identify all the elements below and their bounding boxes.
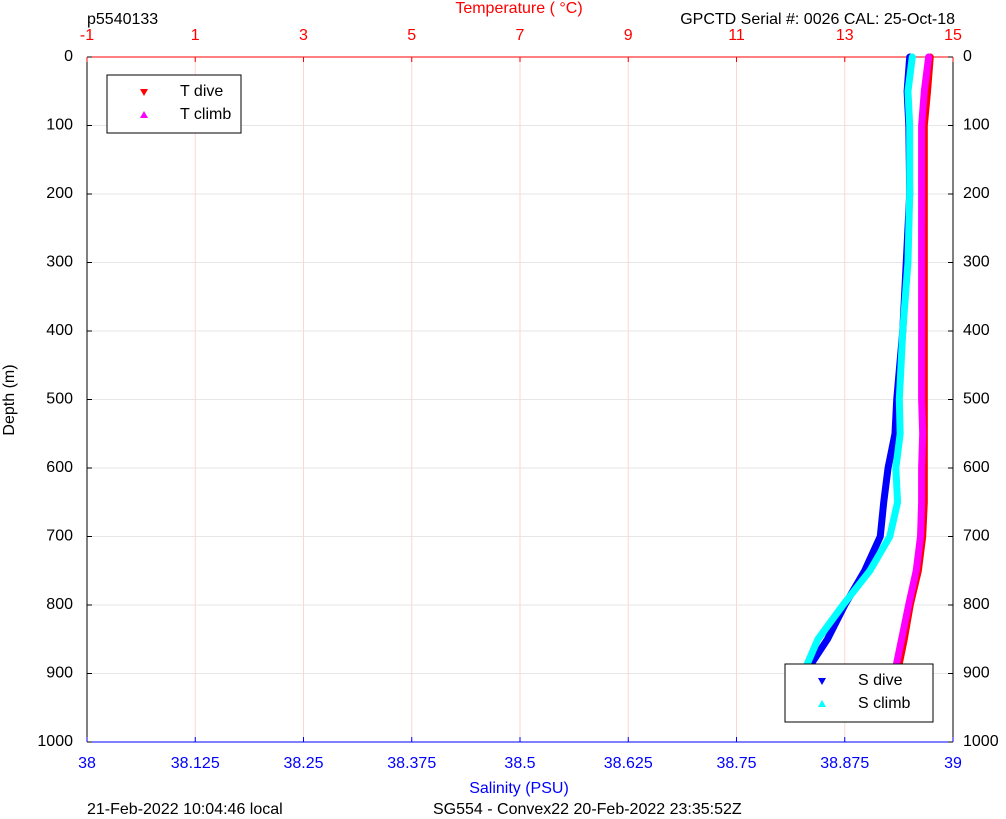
y-tick-label: 1000 <box>37 733 73 750</box>
x-tick-label: 39 <box>944 755 962 772</box>
data-trace <box>885 53 933 712</box>
y-tick-label: 100 <box>963 117 990 134</box>
legend-label: T dive <box>180 83 223 100</box>
x-tick-label: 38.5 <box>504 755 535 772</box>
y-tick-label: 200 <box>963 185 990 202</box>
y-tick-label: 900 <box>963 665 990 682</box>
y-tick-label: 600 <box>46 459 73 476</box>
y-tick-label: 500 <box>963 391 990 408</box>
x-axis-label: Salinity (PSU) <box>469 780 569 797</box>
y-tick-label: 900 <box>46 665 73 682</box>
legend-label: S dive <box>858 672 903 689</box>
x-tick-label: 38.875 <box>820 755 869 772</box>
x2-tick-label: 1 <box>191 27 200 44</box>
legend-marker <box>818 678 826 685</box>
x2-tick-label: 7 <box>516 27 525 44</box>
y-tick-label: 0 <box>963 48 972 65</box>
x2-axis-label: Temperature ( °C) <box>455 0 582 17</box>
x-tick-label: 38.125 <box>171 755 220 772</box>
legend-marker <box>818 700 826 707</box>
y-tick-label: 300 <box>46 254 73 271</box>
y-tick-label: 400 <box>46 322 73 339</box>
x2-tick-label: 5 <box>407 27 416 44</box>
header-left: p5540133 <box>87 11 158 28</box>
legend-marker <box>140 111 148 118</box>
y-tick-label: 0 <box>64 48 73 65</box>
legend-label: S climb <box>858 695 911 712</box>
x2-tick-label: 15 <box>944 27 962 44</box>
y-tick-label: 700 <box>963 528 990 545</box>
legend-box <box>106 74 242 134</box>
y-axis-label: Depth (m) <box>1 364 18 435</box>
y-tick-label: 200 <box>46 185 73 202</box>
legend-label: T climb <box>180 106 231 123</box>
x-tick-label: 38.625 <box>604 755 653 772</box>
x2-tick-label: -1 <box>80 27 94 44</box>
data-trace <box>786 53 916 712</box>
x2-tick-label: 13 <box>836 27 854 44</box>
x2-tick-label: 9 <box>624 27 633 44</box>
x-tick-label: 38.25 <box>283 755 323 772</box>
y-tick-label: 600 <box>963 459 990 476</box>
y-tick-label: 800 <box>46 596 73 613</box>
y-tick-label: 1000 <box>963 733 999 750</box>
footer-right: SG554 - Convex22 20-Feb-2022 23:35:52Z <box>433 801 742 818</box>
y-tick-label: 400 <box>963 322 990 339</box>
footer-left: 21-Feb-2022 10:04:46 local <box>87 801 283 818</box>
x-tick-label: 38.375 <box>387 755 436 772</box>
header-right: GPCTD Serial #: 0026 CAL: 25-Oct-18 <box>680 11 955 28</box>
legend-box <box>784 663 934 723</box>
y-tick-label: 800 <box>963 596 990 613</box>
x-tick-label: 38.75 <box>716 755 756 772</box>
y-tick-label: 500 <box>46 391 73 408</box>
y-tick-label: 100 <box>46 117 73 134</box>
y-tick-label: 700 <box>46 528 73 545</box>
y-tick-label: 300 <box>963 254 990 271</box>
legend-marker <box>140 89 148 96</box>
x2-tick-label: 11 <box>728 27 745 44</box>
x-tick-label: 38 <box>78 755 96 772</box>
x2-tick-label: 3 <box>299 27 308 44</box>
